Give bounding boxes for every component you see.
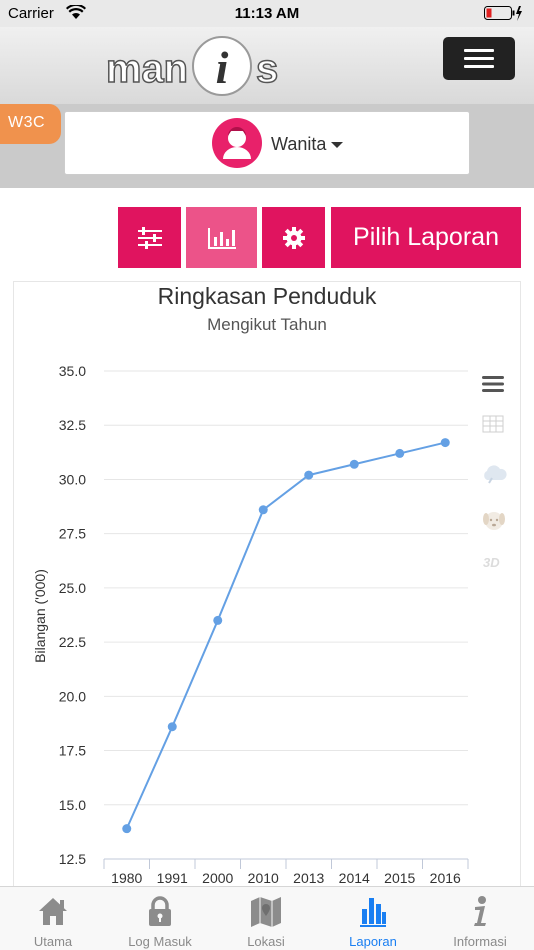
gender-label: Wanita	[271, 134, 327, 154]
table-icon[interactable]	[481, 415, 505, 438]
dog-face-icon[interactable]	[481, 508, 507, 539]
y-tick-label: 15.0	[59, 797, 86, 813]
data-point[interactable]	[440, 438, 450, 448]
x-tick-label: 2013	[293, 870, 324, 886]
home-icon	[39, 898, 67, 925]
x-tick-label: 2015	[384, 870, 415, 886]
x-tick-label: 1991	[157, 870, 188, 886]
cloud-icon[interactable]	[481, 460, 507, 491]
app-header: i man s	[0, 27, 534, 105]
svg-text:i: i	[216, 42, 229, 93]
tab-label: Lokasi	[247, 934, 285, 949]
chart-panel	[13, 281, 521, 901]
manis-logo: i man s	[106, 36, 279, 96]
info-icon	[474, 896, 486, 926]
data-point[interactable]	[213, 615, 223, 625]
x-tick-label: 2014	[339, 870, 370, 886]
x-tick-label: 2000	[202, 870, 233, 886]
tab-informasi[interactable]: Informasi	[427, 887, 533, 950]
svg-text:man: man	[106, 47, 188, 91]
tab-label: Utama	[33, 934, 73, 949]
y-tick-label: 27.5	[59, 526, 86, 542]
y-tick-label: 17.5	[59, 743, 86, 759]
chart-title: Ringkasan Penduduk	[157, 283, 377, 309]
select-report-button[interactable]: Pilih Laporan	[331, 207, 521, 268]
data-point[interactable]	[258, 505, 268, 515]
x-tick-label: 2010	[248, 870, 279, 886]
wifi-icon	[66, 3, 86, 24]
tab-log-masuk[interactable]: Log Masuk	[107, 887, 213, 950]
battery-low-icon	[484, 6, 522, 25]
clock-label: 11:13 AM	[234, 5, 300, 22]
sliders-icon	[137, 226, 162, 249]
bar-chart-icon	[207, 227, 236, 249]
y-axis-title: Bilangan ('000)	[32, 569, 48, 663]
data-point[interactable]	[349, 459, 359, 469]
tab-label: Log Masuk	[128, 934, 192, 949]
3d-icon-label: 3D	[483, 555, 500, 570]
x-tick-label: 2016	[430, 870, 461, 886]
chart-subtitle: Mengikut Tahun	[207, 315, 327, 334]
gear-icon	[282, 226, 305, 249]
y-tick-label: 20.0	[59, 688, 86, 704]
y-tick-label: 30.0	[59, 471, 86, 487]
settings-button[interactable]	[262, 207, 325, 268]
gender-selector[interactable]: Wanita	[64, 111, 470, 175]
filter-button[interactable]	[118, 207, 181, 268]
map-icon	[251, 897, 281, 927]
data-point[interactable]	[304, 470, 314, 480]
y-tick-label: 32.5	[59, 417, 86, 433]
data-point[interactable]	[395, 448, 405, 458]
bar-chart-icon	[360, 898, 386, 927]
hamburger-menu-button[interactable]	[443, 37, 515, 80]
chart-view-button[interactable]	[186, 207, 257, 268]
tab-label: Laporan	[349, 934, 397, 949]
data-point[interactable]	[122, 824, 132, 834]
female-avatar-icon	[212, 118, 262, 168]
tab-utama[interactable]: Utama	[0, 887, 106, 950]
charging-bolt-icon	[516, 6, 522, 21]
caret-down-icon	[331, 142, 343, 148]
y-tick-label: 12.5	[59, 851, 86, 867]
tab-label: Informasi	[453, 934, 507, 949]
tab-laporan[interactable]: Laporan	[320, 887, 426, 950]
svg-text:s: s	[256, 47, 278, 91]
y-tick-label: 35.0	[59, 363, 86, 379]
data-point[interactable]	[167, 722, 177, 732]
bottom-tab-bar: Utama Log Masuk Lokasi Laporan Informasi	[0, 886, 534, 950]
x-tick-label: 1980	[111, 870, 142, 886]
y-tick-label: 22.5	[59, 634, 86, 650]
list-menu-icon[interactable]	[481, 374, 505, 399]
status-bar: Carrier 11:13 AM	[0, 0, 534, 27]
tab-lokasi[interactable]: Lokasi	[213, 887, 319, 950]
line-chart: Bilangan ('000) 35.0 32.5 30.0 27.5 25.0 22.5…	[32, 363, 469, 886]
lock-icon	[149, 896, 171, 926]
w3c-tab[interactable]: W3C	[0, 104, 61, 144]
y-tick-label: 25.0	[59, 580, 86, 596]
carrier-label: Carrier	[8, 5, 54, 22]
3d-icon[interactable]: 3D	[481, 553, 507, 576]
series-line	[125, 441, 446, 830]
